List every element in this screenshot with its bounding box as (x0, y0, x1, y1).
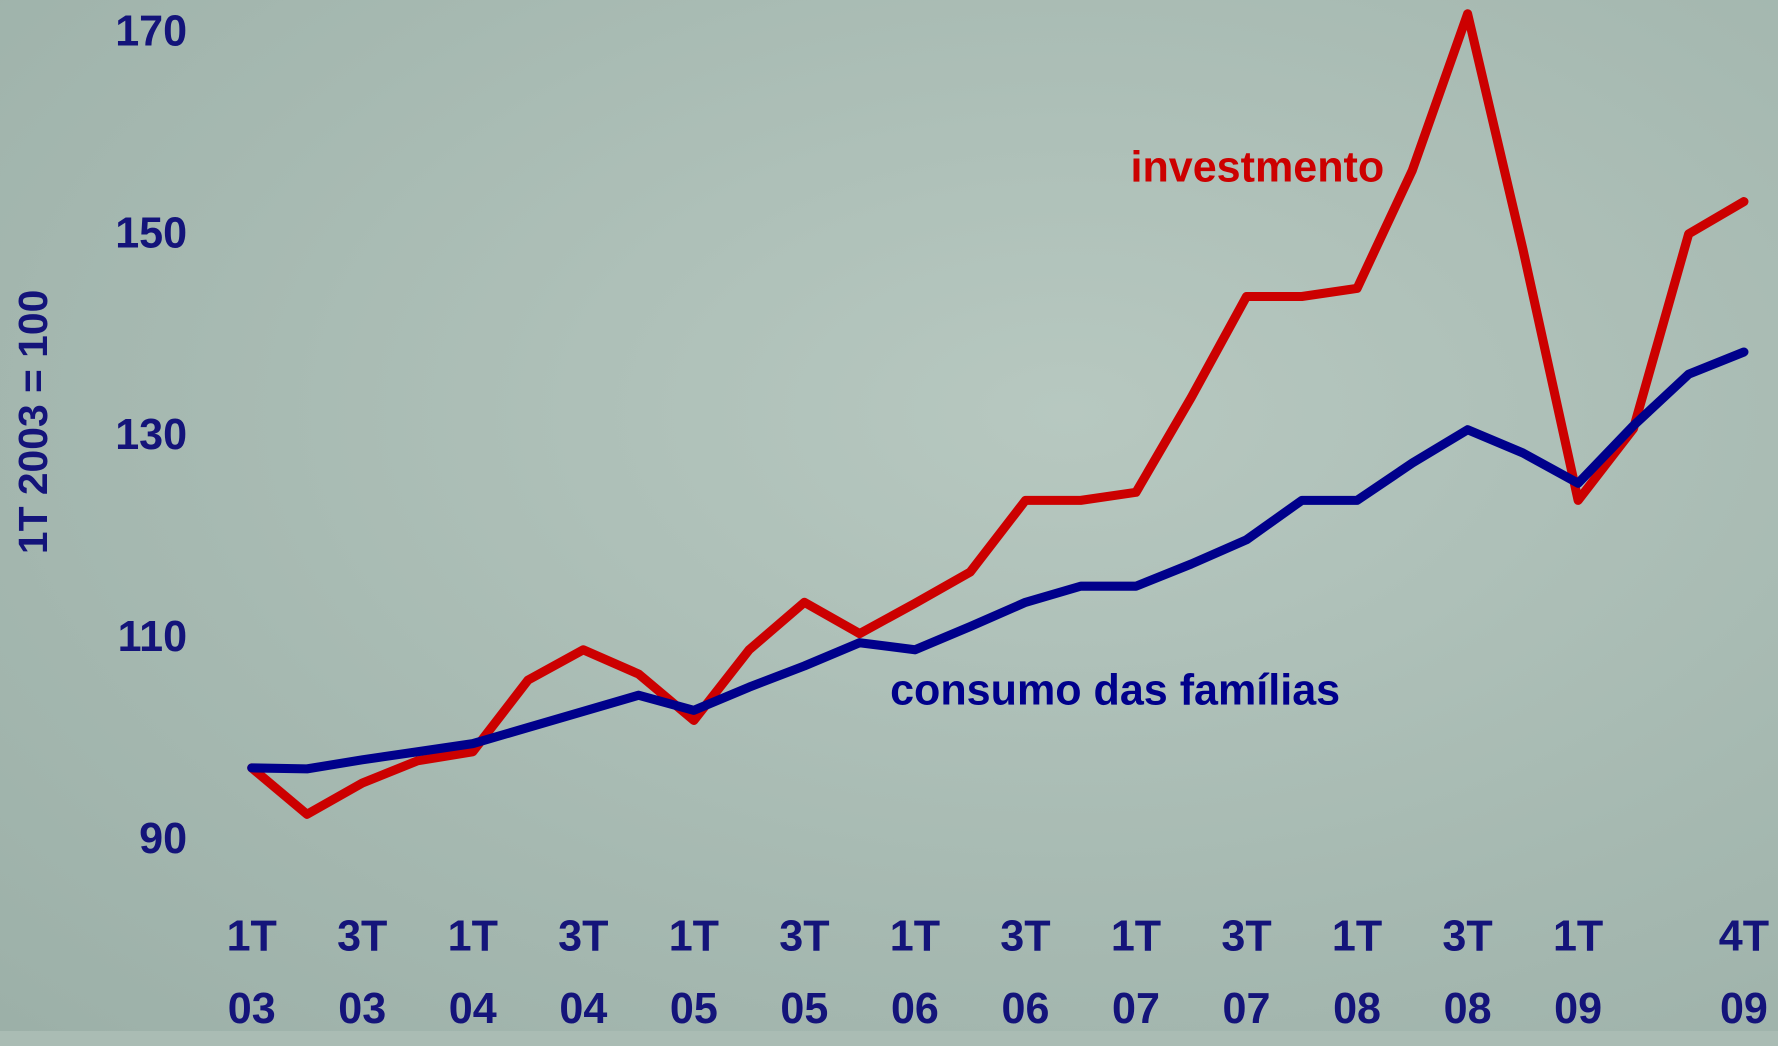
x-tick-label: 1T 06 (881, 901, 949, 1046)
x-tick-label: 3T 04 (549, 901, 617, 1046)
y-tick-label: 170 (115, 7, 187, 55)
x-tick-label: 1T 03 (218, 901, 286, 1046)
plot: 1T 2003 = 100 90 110 130 150 170 investmento c… (0, 0, 1778, 1031)
series-label: investmento (1130, 144, 1384, 192)
x-tick-label: 3T 08 (1434, 901, 1502, 1046)
x-tick-label: 3T 07 (1213, 901, 1281, 1046)
x-tick-label: 1T 04 (439, 901, 507, 1046)
x-tick-label: 1T 07 (1102, 901, 1170, 1046)
x-tick-label: 3T 06 (991, 901, 1059, 1046)
series-label: consumo das famílias (890, 666, 1340, 714)
x-tick-label: 1T 08 (1323, 901, 1391, 1046)
x-tick-label: 4T 09 (1710, 901, 1778, 1046)
x-tick-label: 1T 05 (660, 901, 728, 1046)
y-tick-label: 90 (139, 815, 187, 863)
y-axis-label: 1T 2003 = 100 (10, 290, 56, 554)
y-tick-label: 130 (115, 411, 187, 459)
x-tick-label: 3T 03 (328, 901, 396, 1046)
chart: 1T 2003 = 100 90 110 130 150 170 investmento c… (0, 0, 1778, 1031)
x-tick-label: 3T 05 (770, 901, 838, 1046)
x-tick-label: 1T 09 (1544, 901, 1612, 1046)
y-tick-label: 110 (118, 613, 187, 661)
y-tick-label: 150 (115, 209, 187, 257)
